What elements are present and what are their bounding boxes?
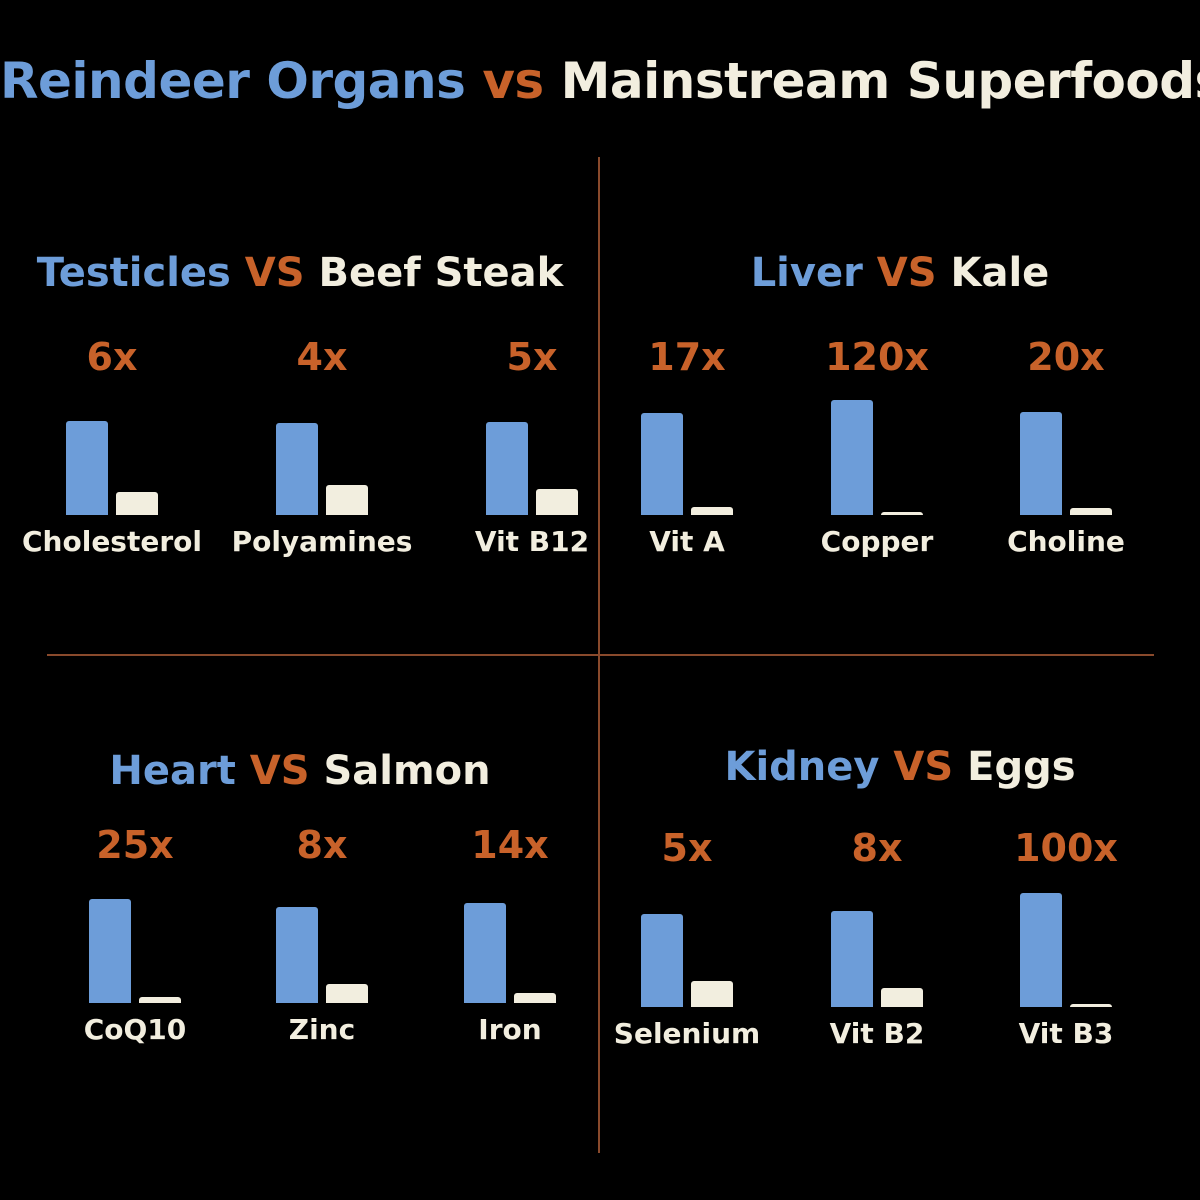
bar-organ (486, 421, 528, 515)
metric-group: 5x Vit B12 (442, 335, 622, 575)
panel-title-vs: VS (249, 748, 310, 794)
horizontal-divider (47, 654, 1154, 656)
bar-food (1070, 507, 1112, 515)
panel-title-food: Salmon (323, 748, 491, 794)
bar-food (326, 984, 368, 1003)
metric-group: 8x Vit B2 (787, 826, 967, 1066)
panel-title-food: Kale (950, 250, 1050, 296)
bar-organ (464, 902, 506, 1003)
category-label: Iron (478, 1013, 542, 1046)
metric-group: 5x Selenium (597, 826, 777, 1066)
panel-title-organ: Testicles (36, 250, 231, 296)
bar-organ (831, 399, 873, 515)
bar-organ (831, 910, 873, 1007)
ratio-label: 5x (506, 335, 558, 379)
category-label: CoQ10 (83, 1013, 187, 1046)
metric-group: 120x Copper (787, 335, 967, 575)
category-label: Choline (1007, 525, 1125, 558)
category-label: Vit B12 (474, 525, 590, 558)
metric-group: 14x Iron (420, 823, 600, 1063)
title-vs: vs (482, 52, 544, 110)
bar-organ (1020, 893, 1062, 1007)
panel-title-vs: VS (876, 250, 937, 296)
ratio-label: 14x (471, 823, 549, 867)
ratio-label: 6x (86, 335, 138, 379)
ratio-label: 100x (1014, 826, 1118, 870)
metric-group: 25x CoQ10 (45, 823, 225, 1063)
ratio-label: 5x (661, 826, 713, 870)
metric-group: 6x Cholesterol (22, 335, 202, 575)
metric-group: 20x Choline (976, 335, 1156, 575)
category-label: Copper (820, 525, 934, 558)
panel-title: Heart VS Salmon (0, 748, 600, 794)
bar-organ (641, 413, 683, 515)
ratio-label: 120x (825, 335, 929, 379)
panel-title-food: Eggs (967, 744, 1076, 790)
category-label: Zinc (288, 1013, 356, 1046)
category-label: Vit A (649, 525, 725, 558)
bar-food (536, 489, 578, 515)
bar-organ (1020, 412, 1062, 515)
bar-food (514, 993, 556, 1003)
bar-food (881, 511, 923, 515)
title-organ: Reindeer Organs (0, 52, 466, 110)
panel-title-vs: VS (244, 250, 305, 296)
category-label: Vit B2 (829, 1017, 925, 1050)
panel-title-food: Beef Steak (318, 250, 564, 296)
bar-organ (276, 423, 318, 515)
bar-organ (276, 906, 318, 1003)
panel-title-organ: Liver (750, 250, 863, 296)
bar-food (326, 484, 368, 515)
bar-food (691, 506, 733, 515)
chart-panel: Testicles VS Beef Steak 6x Cholesterol 4x Po… (0, 250, 600, 670)
category-label: Selenium (613, 1017, 761, 1050)
bar-organ (641, 913, 683, 1007)
metric-group: 100x Vit B3 (976, 826, 1156, 1066)
panel-title: Testicles VS Beef Steak (0, 250, 600, 296)
bar-food (691, 981, 733, 1007)
metric-group: 17x Vit A (597, 335, 777, 575)
panel-title-organ: Kidney (724, 744, 880, 790)
ratio-label: 20x (1027, 335, 1105, 379)
panel-title: Kidney VS Eggs (600, 744, 1200, 790)
panel-title-organ: Heart (109, 748, 236, 794)
ratio-label: 17x (648, 335, 726, 379)
bar-food (1070, 1003, 1112, 1007)
panel-title: Liver VS Kale (600, 250, 1200, 296)
bar-food (881, 988, 923, 1007)
page-title: Reindeer Organs vs Mainstream Superfoods (0, 52, 1200, 110)
ratio-label: 25x (96, 823, 174, 867)
chart-panel: Heart VS Salmon 25x CoQ10 8x Zinc 14x Iron (0, 748, 600, 1168)
bar-organ (89, 898, 131, 1003)
category-label: Vit B3 (1018, 1017, 1114, 1050)
bar-food (116, 492, 158, 515)
chart-panel: Liver VS Kale 17x Vit A 120x Copper 20x Cholin… (600, 250, 1200, 670)
bar-food (139, 996, 181, 1003)
ratio-label: 4x (296, 335, 348, 379)
metric-group: 4x Polyamines (232, 335, 413, 575)
chart-panel: Kidney VS Eggs 5x Selenium 8x Vit B2 100x Vit … (600, 744, 1200, 1164)
metric-group: 8x Zinc (232, 823, 412, 1063)
ratio-label: 8x (296, 823, 348, 867)
category-label: Polyamines (231, 525, 413, 558)
category-label: Cholesterol (22, 525, 202, 558)
ratio-label: 8x (851, 826, 903, 870)
panel-title-vs: VS (893, 744, 954, 790)
title-food: Mainstream Superfoods (560, 52, 1200, 110)
bar-organ (66, 420, 108, 515)
